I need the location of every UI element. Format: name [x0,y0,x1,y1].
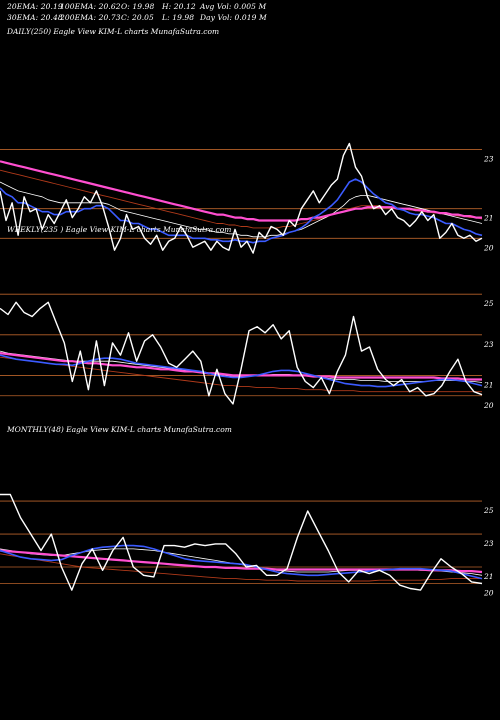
monthly-panel-label: MONTHLY(48) Eagle View KIM-L charts Muna… [7,425,232,434]
high-readout: H: 20.12 [162,2,196,11]
daily-tick-label: 23 [483,154,494,163]
weekly-price-line [0,301,483,405]
weekly-ema-long-line [0,356,482,393]
weekly-tick-label: 21 [483,380,494,389]
close-readout: C: 20.05 [121,13,154,22]
monthly-price-line [0,493,483,591]
daily-tick-label: 21 [483,214,494,223]
monthly-tick-label: 25 [483,506,494,515]
weekly-ema-slow-line [0,352,482,381]
weekly-tick-label: 25 [483,299,494,308]
monthly-tick-label: 21 [483,572,494,581]
open-readout: O: 19.98 [121,2,155,11]
monthly-panel: 25 23 21 20 [0,493,494,598]
weekly-panel: 25 23 21 20 [0,293,494,410]
daily-panel-label: DAILY(250) Eagle View KIM-L charts Munaf… [7,27,220,36]
daily-price-line [0,142,483,254]
monthly-tick-label: 23 [483,539,494,548]
monthly-ema-mid-line [0,548,483,576]
avg-volume-readout: Avg Vol: 0.005 M [200,2,267,11]
daily-tick-label: 20 [483,243,494,252]
daily-ema-mid-line [0,181,483,238]
ema200-readout: 200EMA: 20.73 [60,13,121,22]
weekly-tick-label: 23 [483,340,494,349]
ema20-readout: 20EMA: 20.19 [7,2,63,11]
daily-ema-slow-line [0,160,482,222]
day-volume-readout: Day Vol: 0.019 M [200,13,267,22]
monthly-ema-fast-line [0,544,483,580]
low-readout: L: 19.98 [162,13,195,22]
weekly-ema-fast-line [0,354,483,388]
ema100-readout: 100EMA: 20.62 [60,2,121,11]
weekly-tick-label: 20 [483,401,494,410]
monthly-tick-label: 20 [483,589,494,598]
daily-ema-fast-line [0,178,483,244]
weekly-panel-label: WEEKLY(235 ) Eagle View KIM-L charts Mun… [7,225,232,234]
ema30-readout: 30EMA: 20.48 [7,13,63,22]
daily-panel: 23 21 20 [0,142,494,254]
